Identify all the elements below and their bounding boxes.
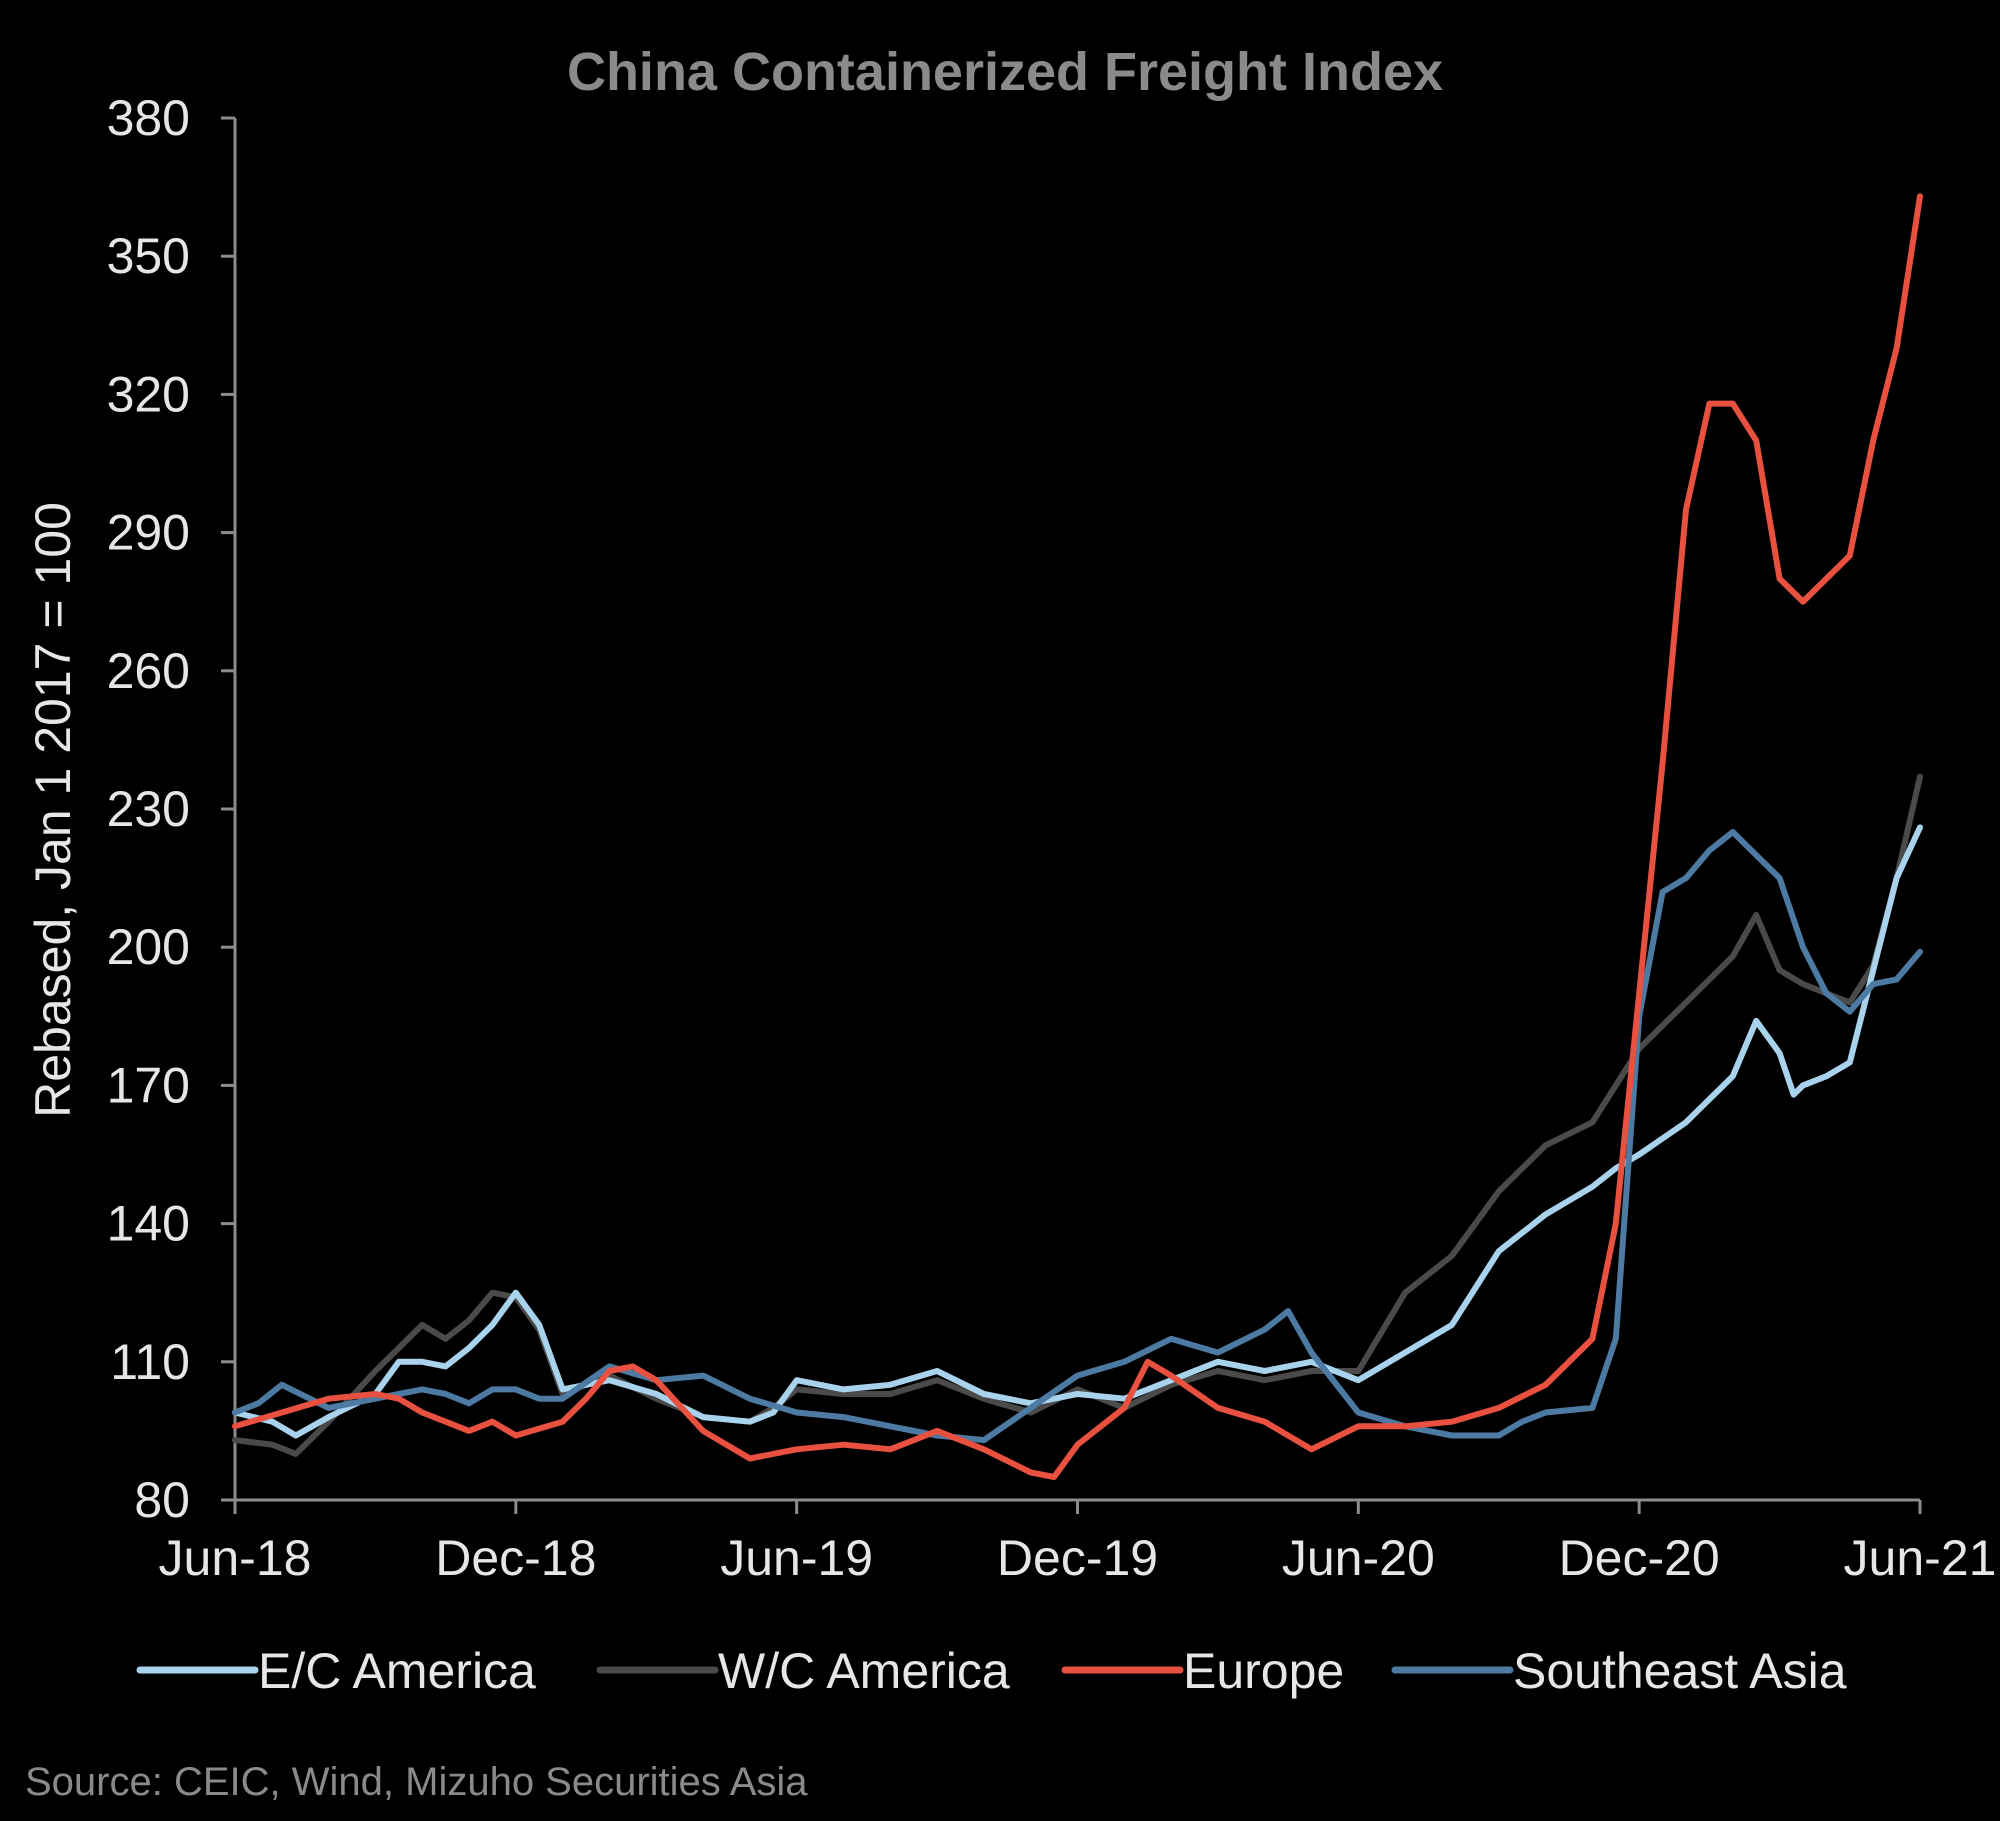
legend-label: W/C America bbox=[718, 1643, 1010, 1699]
x-tick-label: Jun-20 bbox=[1282, 1530, 1435, 1586]
chart-title: China Containerized Freight Index bbox=[567, 42, 1443, 102]
source-note: Source: CEIC, Wind, Mizuho Securities As… bbox=[25, 1760, 808, 1804]
y-axis: 80 110 140 170 200 230 260 290 320 350 380 bbox=[107, 90, 235, 1528]
x-tick-label: Jun-21 bbox=[1844, 1530, 1997, 1586]
chart-legend: E/C America W/C America Europe Southeast As… bbox=[136, 1643, 1847, 1699]
legend-label: Europe bbox=[1183, 1643, 1344, 1699]
y-axis-label: Rebased, Jan 1 2017 = 100 bbox=[25, 502, 81, 1118]
x-axis: Jun-18 Dec-18 Jun-19 Dec-19 Jun-20 Dec-20 Jun-… bbox=[159, 1500, 1997, 1586]
y-tick-label: 200 bbox=[107, 919, 190, 975]
series-lines bbox=[232, 193, 1923, 1480]
y-tick-label: 320 bbox=[107, 366, 190, 422]
x-tick-label: Jun-19 bbox=[720, 1530, 873, 1586]
y-tick-label: 290 bbox=[107, 505, 190, 561]
x-tick-label: Dec-18 bbox=[435, 1530, 596, 1586]
legend-label: E/C America bbox=[258, 1643, 536, 1699]
y-tick-label: 260 bbox=[107, 643, 190, 699]
y-tick-label: 230 bbox=[107, 781, 190, 837]
legend-label: Southeast Asia bbox=[1513, 1643, 1847, 1699]
x-tick-label: Dec-20 bbox=[1559, 1530, 1720, 1586]
y-tick-label: 140 bbox=[107, 1196, 190, 1252]
y-tick-label: 170 bbox=[107, 1057, 190, 1113]
y-tick-label: 380 bbox=[107, 90, 190, 146]
y-tick-label: 350 bbox=[107, 228, 190, 284]
x-tick-label: Dec-19 bbox=[997, 1530, 1158, 1586]
y-tick-label: 110 bbox=[110, 1334, 190, 1390]
series-line-e-c-america bbox=[232, 824, 1923, 1439]
series-line-southeast-asia bbox=[232, 829, 1923, 1444]
y-tick-label: 80 bbox=[134, 1472, 190, 1528]
series-line-europe bbox=[232, 193, 1923, 1480]
x-tick-label: Jun-18 bbox=[159, 1530, 312, 1586]
